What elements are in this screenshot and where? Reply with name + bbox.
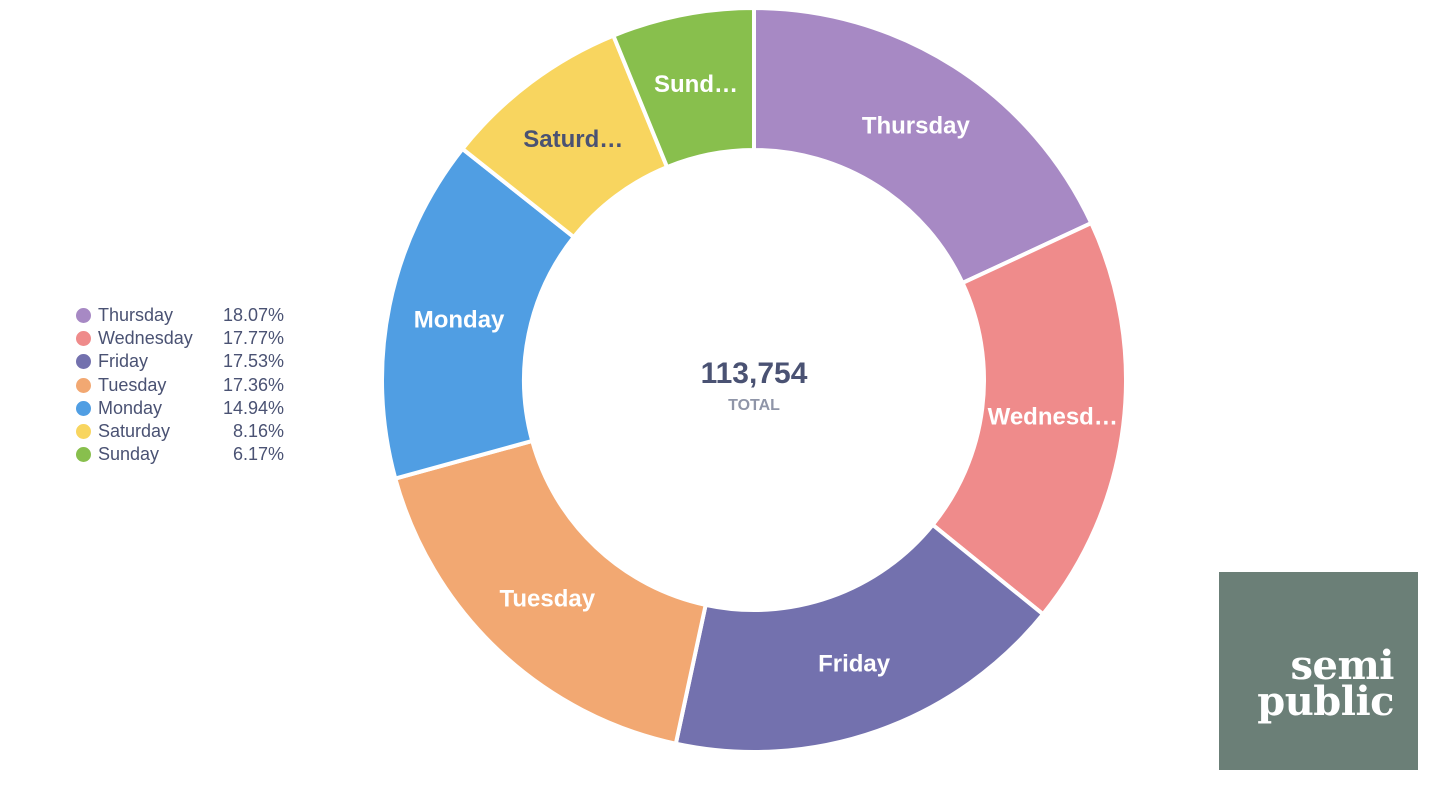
legend-item-thursday[interactable]: Thursday 18.07% [76, 304, 296, 327]
legend-value: 6.17% [232, 444, 284, 465]
chart-legend: Thursday 18.07% Wednesday 17.77% Friday 17.53… [76, 304, 296, 466]
legend-label: Wednesday [98, 328, 193, 349]
total-value: 113,754 [701, 357, 808, 390]
total-label: TOTAL [728, 397, 780, 414]
logo-line-public: public [1257, 678, 1394, 725]
legend-label: Tuesday [98, 374, 167, 395]
legend-label: Thursday [98, 305, 174, 326]
legend-swatch [76, 424, 91, 440]
legend-swatch [76, 377, 91, 393]
legend-item-tuesday[interactable]: Tuesday 17.36% [76, 374, 296, 397]
slice-label-tuesday: Tuesday [499, 585, 595, 612]
slice-label-wednesday: Wednesd… [988, 403, 1118, 430]
semipublic-logo: semi public [1219, 572, 1418, 770]
slice-label-sunday: Sund… [654, 71, 738, 98]
donut-slices [380, 6, 1128, 754]
legend-item-wednesday[interactable]: Wednesday 17.77% [76, 327, 296, 350]
legend-item-saturday[interactable]: Saturday 8.16% [76, 420, 296, 443]
legend-value: 17.53% [222, 351, 284, 372]
legend-value: 8.16% [232, 421, 284, 442]
legend-value: 17.77% [222, 328, 284, 349]
slice-label-friday: Friday [818, 650, 891, 677]
legend-item-sunday[interactable]: Sunday 6.17% [76, 443, 296, 466]
legend-label: Saturday [98, 421, 171, 442]
legend-value: 18.07% [222, 305, 284, 326]
logo-line-semi: semi [1290, 642, 1395, 689]
legend-item-friday[interactable]: Friday 17.53% [76, 350, 296, 373]
slice-sunday[interactable] [611, 6, 756, 170]
slice-label-saturday: Saturd… [523, 126, 623, 153]
legend-swatch [76, 308, 91, 324]
donut-slice-labels: Thursday Wednesd… Friday Tuesday Monday Satur… [414, 71, 1118, 677]
legend-swatch [76, 354, 91, 370]
logo-text: semi public [1257, 642, 1395, 725]
legend-value: 14.94% [222, 397, 284, 418]
legend-swatch [76, 331, 91, 347]
legend-value: 17.36% [222, 374, 284, 395]
slice-label-thursday: Thursday [862, 113, 971, 140]
slice-label-monday: Monday [414, 306, 505, 333]
legend-item-monday[interactable]: Monday 14.94% [76, 397, 296, 420]
legend-label: Friday [98, 351, 149, 372]
slice-friday[interactable] [673, 522, 1045, 754]
slice-thursday[interactable] [752, 6, 1094, 285]
legend-swatch [76, 400, 91, 416]
legend-label: Sunday [98, 444, 160, 465]
legend-swatch [76, 447, 91, 463]
slice-tuesday[interactable] [393, 438, 708, 746]
slice-wednesday[interactable] [930, 221, 1128, 617]
legend-label: Monday [98, 397, 163, 418]
